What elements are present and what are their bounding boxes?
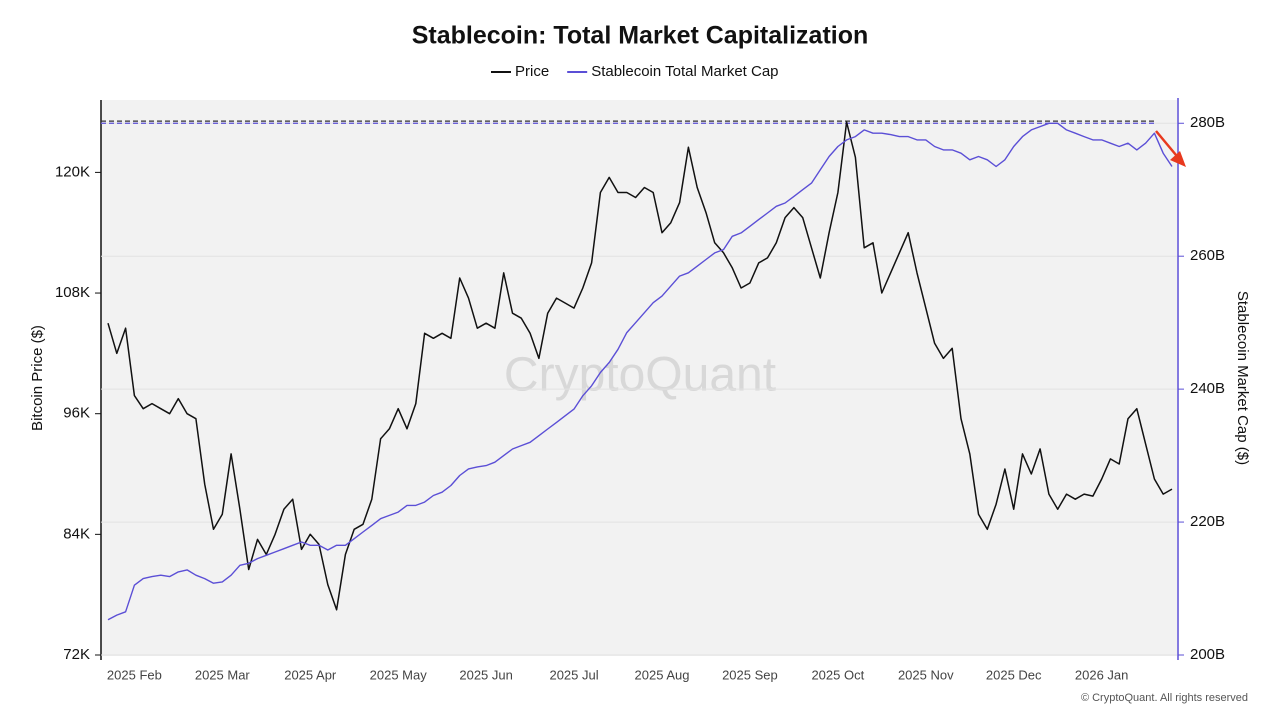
series-line	[107, 121, 1173, 611]
x-tick-label: 2025 Dec	[986, 667, 1042, 682]
y-tick-label: 120K	[55, 163, 90, 180]
x-tick-label: 2025 May	[370, 667, 428, 682]
y2-tick-label: 200B	[1190, 646, 1225, 663]
y-axis-label: Bitcoin Price ($)	[29, 325, 46, 431]
x-tick-label: 2025 Apr	[284, 667, 337, 682]
x-tick-label: 2025 Jun	[459, 667, 513, 682]
y2-tick-label: 280B	[1190, 114, 1225, 131]
x-tick-label: 2025 Oct	[811, 667, 864, 682]
legend-label: Price	[515, 63, 549, 80]
watermark: CryptoQuant	[504, 349, 776, 402]
x-tick-label: 2025 Aug	[635, 667, 690, 682]
footer: © CryptoQuant. All rights reserved	[1081, 692, 1248, 704]
x-tick-label: 2025 Feb	[107, 667, 162, 682]
x-tick-label: 2025 Jul	[549, 667, 598, 682]
y-tick-label: 84K	[63, 525, 90, 542]
y2-axis-label: Stablecoin Market Cap ($)	[1234, 291, 1251, 465]
chart-title: Stablecoin: Total Market Capitalization	[412, 22, 869, 50]
x-tick-label: 2025 Nov	[898, 667, 954, 682]
legend-label: Stablecoin Total Market Cap	[591, 63, 778, 80]
series-line	[107, 122, 1173, 621]
y-tick-label: 96K	[63, 405, 90, 422]
legend: Price Stablecoin Total Market Cap	[491, 63, 779, 80]
y-tick-label: 108K	[55, 284, 90, 301]
x-tick-label: 2026 Jan	[1075, 667, 1129, 682]
y-tick-label: 72K	[63, 646, 90, 663]
y2-tick-label: 240B	[1190, 380, 1225, 397]
x-tick-label: 2025 Mar	[195, 667, 251, 682]
red-arrow	[1155, 130, 1186, 167]
y2-tick-label: 220B	[1190, 513, 1225, 530]
y2-tick-label: 260B	[1190, 247, 1225, 264]
x-tick-label: 2025 Sep	[722, 667, 778, 682]
